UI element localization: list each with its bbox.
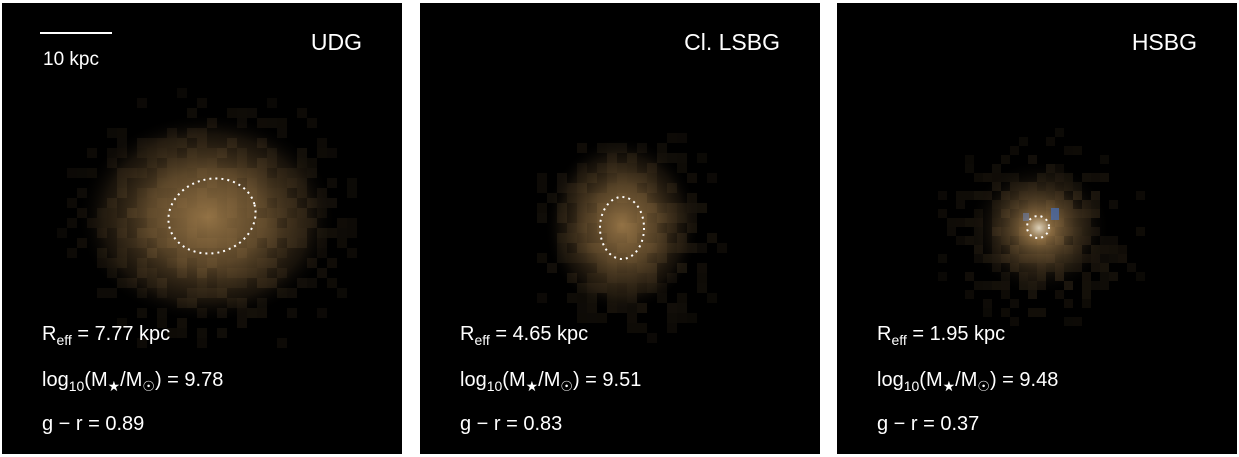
stellar-mass-readout: log10(M★/M☉) = 9.51 xyxy=(460,369,642,394)
color-readout: g − r = 0.37 xyxy=(877,413,980,435)
panel-label: UDG xyxy=(310,29,362,55)
r-eff-readout: Reff = 4.65 kpc xyxy=(460,323,589,348)
scale-bar-label: 10 kpc xyxy=(43,49,99,70)
galaxy-image-cl-lsbg xyxy=(537,133,727,343)
galaxy-panel-cl-lsbg: Cl. LSBG Reff = 4.65 kpc log10(M★/M☉) = … xyxy=(420,3,820,454)
stellar-mass-readout: log10(M★/M☉) = 9.78 xyxy=(42,369,224,394)
galaxy-panel-udg: 10 kpc UDG Reff = 7.77 kpc log10(M★/M☉) … xyxy=(2,3,402,454)
effective-radius-ellipse xyxy=(167,177,257,255)
effective-radius-ellipse xyxy=(599,196,645,260)
scale-bar xyxy=(40,32,112,34)
galaxy-image-hsbg xyxy=(938,128,1145,326)
r-eff-readout: Reff = 1.95 kpc xyxy=(877,323,1006,348)
color-readout: g − r = 0.89 xyxy=(42,413,145,435)
color-readout: g − r = 0.83 xyxy=(460,413,563,435)
panel-label: HSBG xyxy=(1131,29,1197,55)
stellar-mass-readout: log10(M★/M☉) = 9.48 xyxy=(877,369,1059,394)
effective-radius-ellipse xyxy=(1026,215,1050,239)
r-eff-readout: Reff = 7.77 kpc xyxy=(42,323,171,348)
galaxy-panel-hsbg: HSBG Reff = 1.95 kpc log10(M★/M☉) = 9.48… xyxy=(837,3,1237,454)
galaxy-image-udg xyxy=(57,88,357,348)
panel-label: Cl. LSBG xyxy=(684,29,780,55)
